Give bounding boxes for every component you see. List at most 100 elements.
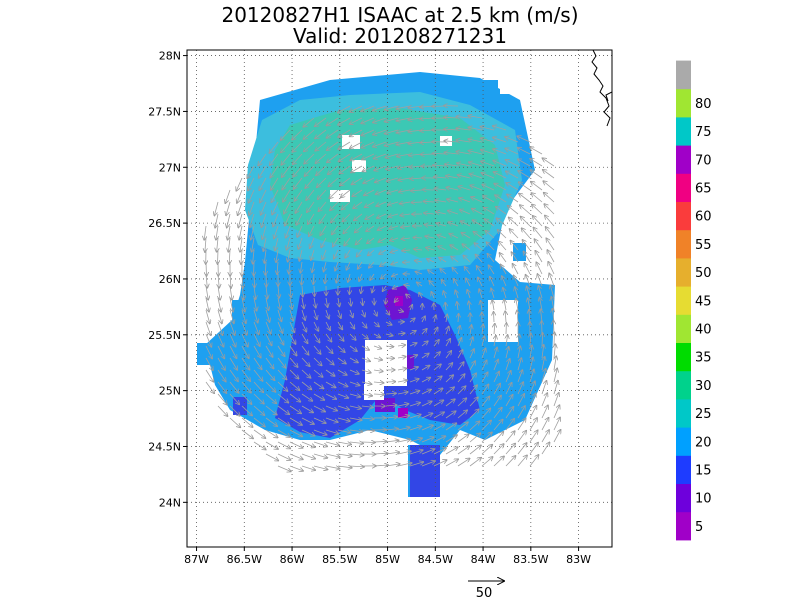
wind-arrow	[517, 394, 524, 407]
wind-arrow	[483, 196, 495, 203]
wind-arrow	[461, 233, 471, 239]
wind-arrow	[385, 440, 399, 442]
wind-arrow	[226, 201, 231, 215]
wind-arrow	[409, 462, 423, 467]
wind-arrow	[389, 226, 399, 229]
wind-arrow	[454, 279, 459, 287]
wind-arrow	[445, 375, 453, 383]
wind-arrow	[358, 261, 363, 269]
wind-arrow	[455, 290, 458, 299]
wind-arrow	[241, 345, 249, 358]
wind-arrow	[301, 441, 315, 447]
wind-arrow	[259, 177, 267, 190]
wind-arrow	[294, 177, 303, 189]
wind-arrow	[553, 393, 559, 407]
wind-arrow	[395, 298, 399, 302]
wind-arrow	[316, 165, 327, 175]
wind-arrow	[270, 165, 279, 178]
wind-arrow	[374, 165, 387, 171]
wind-arrow	[439, 258, 447, 263]
wind-arrow	[469, 458, 481, 467]
colorbar-segment	[676, 455, 691, 484]
wind-speed-region	[375, 398, 395, 412]
wind-arrow	[481, 360, 487, 371]
wind-arrow	[385, 334, 393, 336]
wind-arrow	[449, 234, 459, 239]
wind-arrow	[494, 312, 495, 323]
wind-arrow	[253, 405, 265, 415]
wind-arrow	[469, 162, 483, 167]
wind-arrow	[286, 225, 291, 238]
wind-arrow	[313, 429, 327, 435]
colorbar-segment	[676, 427, 691, 456]
wind-arrow	[446, 314, 447, 323]
wind-arrow	[379, 249, 387, 254]
wind-arrow	[397, 451, 411, 455]
wind-arrow	[415, 272, 423, 274]
wind-arrow	[361, 333, 368, 339]
wind-arrow	[409, 403, 420, 407]
no-data-gap	[342, 135, 360, 149]
wind-arrow	[265, 417, 277, 426]
wind-arrow	[325, 357, 334, 365]
wind-arrow	[327, 141, 339, 150]
wind-arrow	[301, 453, 315, 459]
wind-arrow	[362, 309, 365, 317]
wind-arrow	[373, 382, 384, 383]
wind-arrow	[406, 294, 410, 298]
wind-arrow	[277, 381, 288, 391]
wind-arrow	[355, 225, 363, 233]
wind-arrow	[230, 273, 231, 288]
wind-arrow	[206, 285, 208, 300]
wind-arrow	[342, 213, 351, 222]
lon-tick-label: 84W	[471, 553, 496, 566]
wind-arrow	[419, 293, 422, 299]
wind-arrow	[400, 202, 411, 204]
wind-arrow	[241, 333, 248, 347]
wind-arrow	[361, 430, 374, 431]
wind-speed-region	[398, 408, 408, 418]
wind-arrow	[325, 273, 326, 283]
wind-arrow	[373, 358, 382, 360]
wind-arrow	[313, 465, 328, 470]
wind-arrow	[481, 420, 491, 431]
wind-arrow	[409, 343, 417, 346]
wind-arrow	[345, 249, 351, 258]
wind-arrow	[413, 238, 423, 239]
wind-arrow	[445, 399, 455, 407]
colorbar-segment	[676, 145, 691, 174]
wind-arrow	[337, 357, 346, 364]
wind-arrow	[445, 387, 454, 395]
wind-arrow	[361, 141, 375, 148]
wind-arrow	[383, 285, 387, 291]
wind-arrow	[446, 327, 449, 335]
wind-arrow	[463, 255, 471, 263]
wind-arrow	[514, 275, 519, 287]
wind-arrow	[254, 285, 256, 299]
wind-arrow	[481, 384, 489, 395]
wind-arrow	[205, 321, 211, 335]
wind-arrow	[337, 454, 352, 456]
wind-arrow	[338, 105, 351, 113]
wind-arrow	[225, 189, 231, 203]
wind-arrow	[526, 275, 531, 287]
wind-arrow	[517, 311, 518, 323]
wind-arrow	[364, 189, 375, 195]
wind-arrow	[373, 334, 380, 338]
wind-arrow	[204, 225, 206, 240]
wind-arrow	[253, 369, 263, 381]
no-data-gap	[500, 80, 512, 94]
wind-arrow	[217, 297, 221, 312]
wind-arrow	[248, 177, 255, 191]
wind-arrow	[457, 362, 464, 371]
wind-arrow	[521, 217, 531, 227]
wind-arrow	[274, 225, 279, 239]
wind-arrow	[553, 430, 561, 443]
wind-arrow	[373, 465, 388, 466]
colorbar-segment	[676, 258, 691, 287]
wind-arrow	[334, 249, 339, 259]
wind-arrow	[277, 453, 291, 460]
wind-arrow	[397, 404, 409, 406]
no-data-gap	[364, 384, 384, 400]
